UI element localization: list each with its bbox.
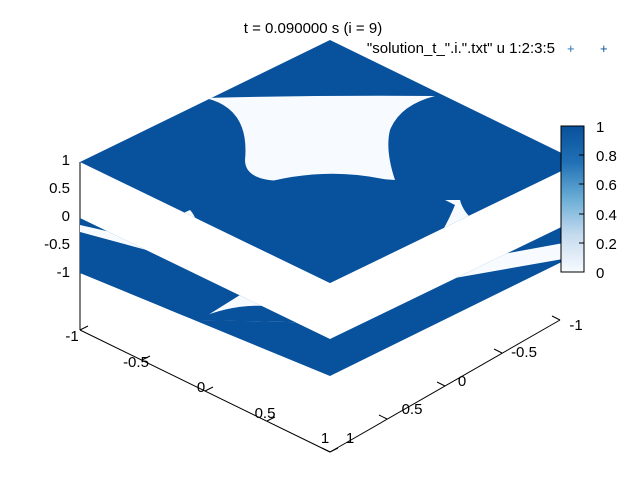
colorbar-gradient: [560, 125, 585, 273]
y-axis-ticks: 1 0.5 0 -0.5 -1: [321, 315, 583, 453]
colorbar-tick-label: 1: [596, 119, 604, 136]
z-tick-label: 0.5: [49, 180, 70, 197]
colorbar-tick-label: 0: [596, 265, 604, 282]
x-tick-label: -1: [65, 328, 78, 345]
colorbar-tick-label: 0.4: [596, 207, 617, 224]
y-tick-label: -1: [569, 317, 582, 334]
x-tick-label: -0.5: [123, 354, 149, 371]
colorbar: 1 0.8 0.6 0.4 0.2 0: [560, 119, 617, 282]
y-tick-label: 1: [346, 430, 354, 447]
x-tick-label: 0: [197, 379, 205, 396]
colorbar-tick-label: 0.2: [596, 236, 617, 253]
y-tick-label: -0.5: [511, 344, 537, 361]
x-axis-ticks: -1 -0.5 0 0.5 1: [65, 325, 339, 453]
y-tick-label: 0: [458, 373, 466, 390]
legend-label: "solution_t_".i.".txt" u 1:2:3:5: [367, 40, 555, 57]
z-axis-ticks: 1 0.5 0 -0.5 -1: [44, 152, 70, 281]
colorbar-tick-label: 0.8: [596, 148, 617, 165]
y-tick-label: 0.5: [402, 401, 423, 418]
legend-marker-2: +: [600, 41, 608, 56]
x-tick-label: 0.5: [255, 405, 276, 422]
z-tick-label: 0: [62, 208, 70, 225]
z-tick-label: -0.5: [44, 236, 70, 253]
colorbar-tick-label: 0.6: [596, 177, 617, 194]
x-tick-label: 1: [321, 430, 329, 447]
z-tick-label: 1: [62, 152, 70, 169]
chart-title: t = 0.090000 s (i = 9): [244, 20, 382, 37]
legend-marker: +: [567, 41, 575, 56]
z-tick-label: -1: [57, 264, 70, 281]
